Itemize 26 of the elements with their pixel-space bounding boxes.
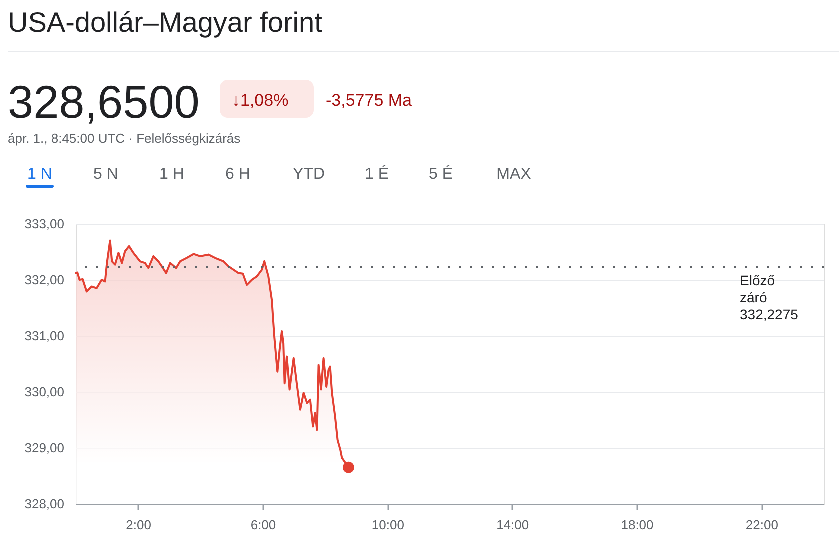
x-tick-label: 14:00 [496, 518, 530, 532]
y-tick-label: 329,00 [24, 440, 64, 456]
ref-line-label: Előző záró 332,2275 [740, 272, 799, 322]
text: 6 H [226, 166, 250, 183]
text: ↓1,08% [232, 91, 289, 110]
text: -3,5775 Ma [326, 91, 413, 110]
y-tick-label: 332,00 [24, 272, 64, 288]
text: 5 É [428, 165, 454, 183]
y-tick-label: 330,00 [24, 384, 64, 400]
text: ápr. 1., 8:45:00 UTC · Felelősségkizárás [8, 131, 242, 146]
text: 1 H [160, 166, 184, 183]
x-tick-label: 6:00 [250, 518, 276, 532]
chart-title: USA-dollár–Magyar forint [8, 7, 323, 38]
x-tick-label: 10:00 [372, 518, 404, 532]
y-tick-label: 333,00 [24, 216, 64, 232]
x-tick-label: 22:00 [746, 518, 778, 532]
text: MAX [496, 166, 532, 183]
text: 1 N [28, 166, 52, 183]
x-tick-label: 18:00 [621, 518, 654, 532]
text: 1 É [364, 165, 390, 183]
x-tick-label: 2:00 [126, 518, 152, 532]
text: 328,6500 [8, 76, 200, 128]
text: YTD [293, 166, 325, 183]
text: 5 N [94, 166, 118, 183]
y-tick-label: 328,00 [24, 496, 64, 512]
y-tick-label: 331,00 [24, 328, 64, 344]
